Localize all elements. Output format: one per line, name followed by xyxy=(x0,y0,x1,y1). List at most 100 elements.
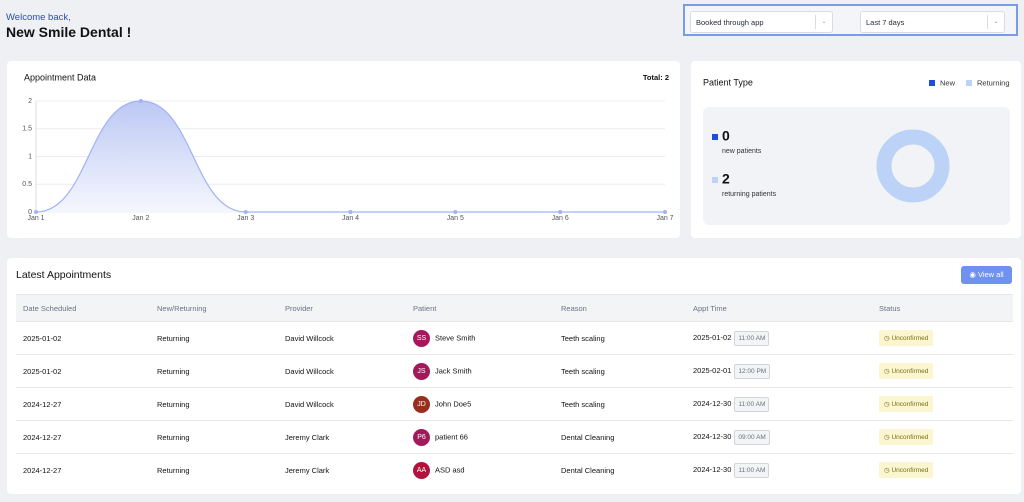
appointments-table: Date ScheduledNew/ReturningProviderPatie… xyxy=(16,294,1013,486)
point xyxy=(453,210,457,214)
patient-kind: Returning xyxy=(150,454,278,487)
column-header: Provider xyxy=(278,295,406,322)
source-select[interactable]: Booked through app ⌄ xyxy=(690,11,833,33)
reason: Teeth scaling xyxy=(554,388,686,421)
appointments-card: Latest Appointments ◉ View all Date Sche… xyxy=(7,258,1021,494)
avatar: AA xyxy=(413,462,430,479)
appt-date: 2024-12-30 xyxy=(693,399,731,408)
x-tick-label: Jan 1 xyxy=(27,215,44,222)
x-tick-label: Jan 3 xyxy=(237,215,254,222)
status: ◷ Unconfirmed xyxy=(872,421,1013,454)
status: ◷ Unconfirmed xyxy=(872,454,1013,487)
view-all-button[interactable]: ◉ View all xyxy=(961,266,1012,284)
provider: David Willcock xyxy=(278,355,406,388)
row: 2024-12-27ReturningJeremy ClarkAAASD asd… xyxy=(16,454,1013,487)
count: 0 xyxy=(722,128,730,144)
appt-time: 2025-01-0211:00 AM xyxy=(686,322,872,355)
reason: Teeth scaling xyxy=(554,355,686,388)
patient-name: Jack Smith xyxy=(435,366,472,375)
patient-name: ASD asd xyxy=(435,465,465,474)
appt-date: 2024-12-30 xyxy=(693,465,731,474)
column-header: Appt Time xyxy=(686,295,872,322)
chart-title: Patient Type xyxy=(703,77,753,87)
source-value: Booked through app xyxy=(696,18,764,27)
status-label: Unconfirmed xyxy=(891,434,928,441)
status-pill: ◷ Unconfirmed xyxy=(879,363,933,379)
status-pill: ◷ Unconfirmed xyxy=(879,429,933,445)
count-swatch xyxy=(712,177,718,183)
patient: SS Steve Smith xyxy=(406,322,554,355)
chevron: ⌄ xyxy=(815,15,832,29)
clinic-name: New Smile Dental ! xyxy=(6,24,131,40)
patient-name: Steve Smith xyxy=(435,333,475,342)
patient-kind: Returning xyxy=(150,421,278,454)
point xyxy=(663,210,667,214)
status-pill: ◷ Unconfirmed xyxy=(879,462,933,478)
reason: Teeth scaling xyxy=(554,322,686,355)
provider: David Willcock xyxy=(278,322,406,355)
line-chart: Appointment Data Total: 2 00.511.52Jan 1… xyxy=(7,61,680,238)
patient-name: John Doe5 xyxy=(435,399,471,408)
filter-bar: Booked through app ⌄ Last 7 days⌄ xyxy=(683,4,1018,36)
column-header: Reason xyxy=(554,295,686,322)
time-pill: 11:00 AM xyxy=(734,397,769,412)
patient-name: patient 66 xyxy=(435,432,468,441)
avatar: P6 xyxy=(413,429,430,446)
time-pill: 11:00 AM xyxy=(734,463,769,478)
range-select[interactable]: Last 7 days⌄ xyxy=(860,11,1005,33)
reason: Dental Cleaning xyxy=(554,454,686,487)
avatar: SS xyxy=(413,330,430,347)
date: 2025-01-02 xyxy=(16,322,150,355)
patient: P6 patient 66 xyxy=(406,421,554,454)
status-pill: ◷ Unconfirmed xyxy=(879,330,933,346)
legend-label: New xyxy=(940,78,956,87)
x-tick-label: Jan 4 xyxy=(342,215,359,222)
status-label: Unconfirmed xyxy=(891,335,928,342)
avatar: JS xyxy=(413,363,430,380)
x-tick-label: Jan 5 xyxy=(447,215,464,222)
appointment-card: Appointment Data Total: 2 00.511.52Jan 1… xyxy=(7,61,680,238)
count-swatch xyxy=(712,134,718,140)
y-tick-label: 1 xyxy=(28,153,32,160)
chevron: ⌄ xyxy=(987,15,1004,29)
status: ◷ Unconfirmed xyxy=(872,388,1013,421)
y-tick-label: 2 xyxy=(28,98,32,105)
count-caption: new patients xyxy=(722,148,762,155)
legend-swatch xyxy=(966,80,972,86)
legend-label: Returning xyxy=(977,78,1010,87)
column-header: Status xyxy=(872,295,1013,322)
status-label: Unconfirmed xyxy=(891,401,928,408)
patient-type-card: Patient Type New0new patientsReturning2r… xyxy=(691,61,1021,238)
reason: Dental Cleaning xyxy=(554,421,686,454)
patient-kind: Returning xyxy=(150,322,278,355)
time-pill: 12:00 PM xyxy=(734,364,770,379)
provider: David Willcock xyxy=(278,388,406,421)
date: 2024-12-27 xyxy=(16,454,150,487)
x-tick-label: Jan 7 xyxy=(656,215,673,222)
appt-date: 2025-02-01 xyxy=(693,366,731,375)
header-row: Date ScheduledNew/ReturningProviderPatie… xyxy=(16,295,1013,322)
y-tick-label: 1.5 xyxy=(22,126,32,133)
column-header: Patient xyxy=(406,295,554,322)
view-all-label: View all xyxy=(978,270,1004,279)
welcome: Welcome back, xyxy=(6,12,71,23)
appt-time: 2024-12-3011:00 AM xyxy=(686,454,872,487)
row: 2025-01-02ReturningDavid WillcockJSJack … xyxy=(16,355,1013,388)
patient: JS Jack Smith xyxy=(406,355,554,388)
appt-time: 2024-12-3009:00 AM xyxy=(686,421,872,454)
appt-date: 2024-12-30 xyxy=(693,432,731,441)
total: Total: 2 xyxy=(643,73,669,82)
column-header: New/Returning xyxy=(150,295,278,322)
table-title: Latest Appointments xyxy=(16,269,111,281)
point xyxy=(139,99,143,103)
time-pill: 09:00 AM xyxy=(734,430,769,445)
point xyxy=(558,210,562,214)
panel xyxy=(703,107,1010,225)
point xyxy=(349,210,353,214)
patient-kind: Returning xyxy=(150,388,278,421)
row: 2024-12-27ReturningJeremy ClarkP6patient… xyxy=(16,421,1013,454)
provider: Jeremy Clark xyxy=(278,421,406,454)
patient-kind: Returning xyxy=(150,355,278,388)
donut-chart: Patient Type New0new patientsReturning2r… xyxy=(691,61,1021,238)
